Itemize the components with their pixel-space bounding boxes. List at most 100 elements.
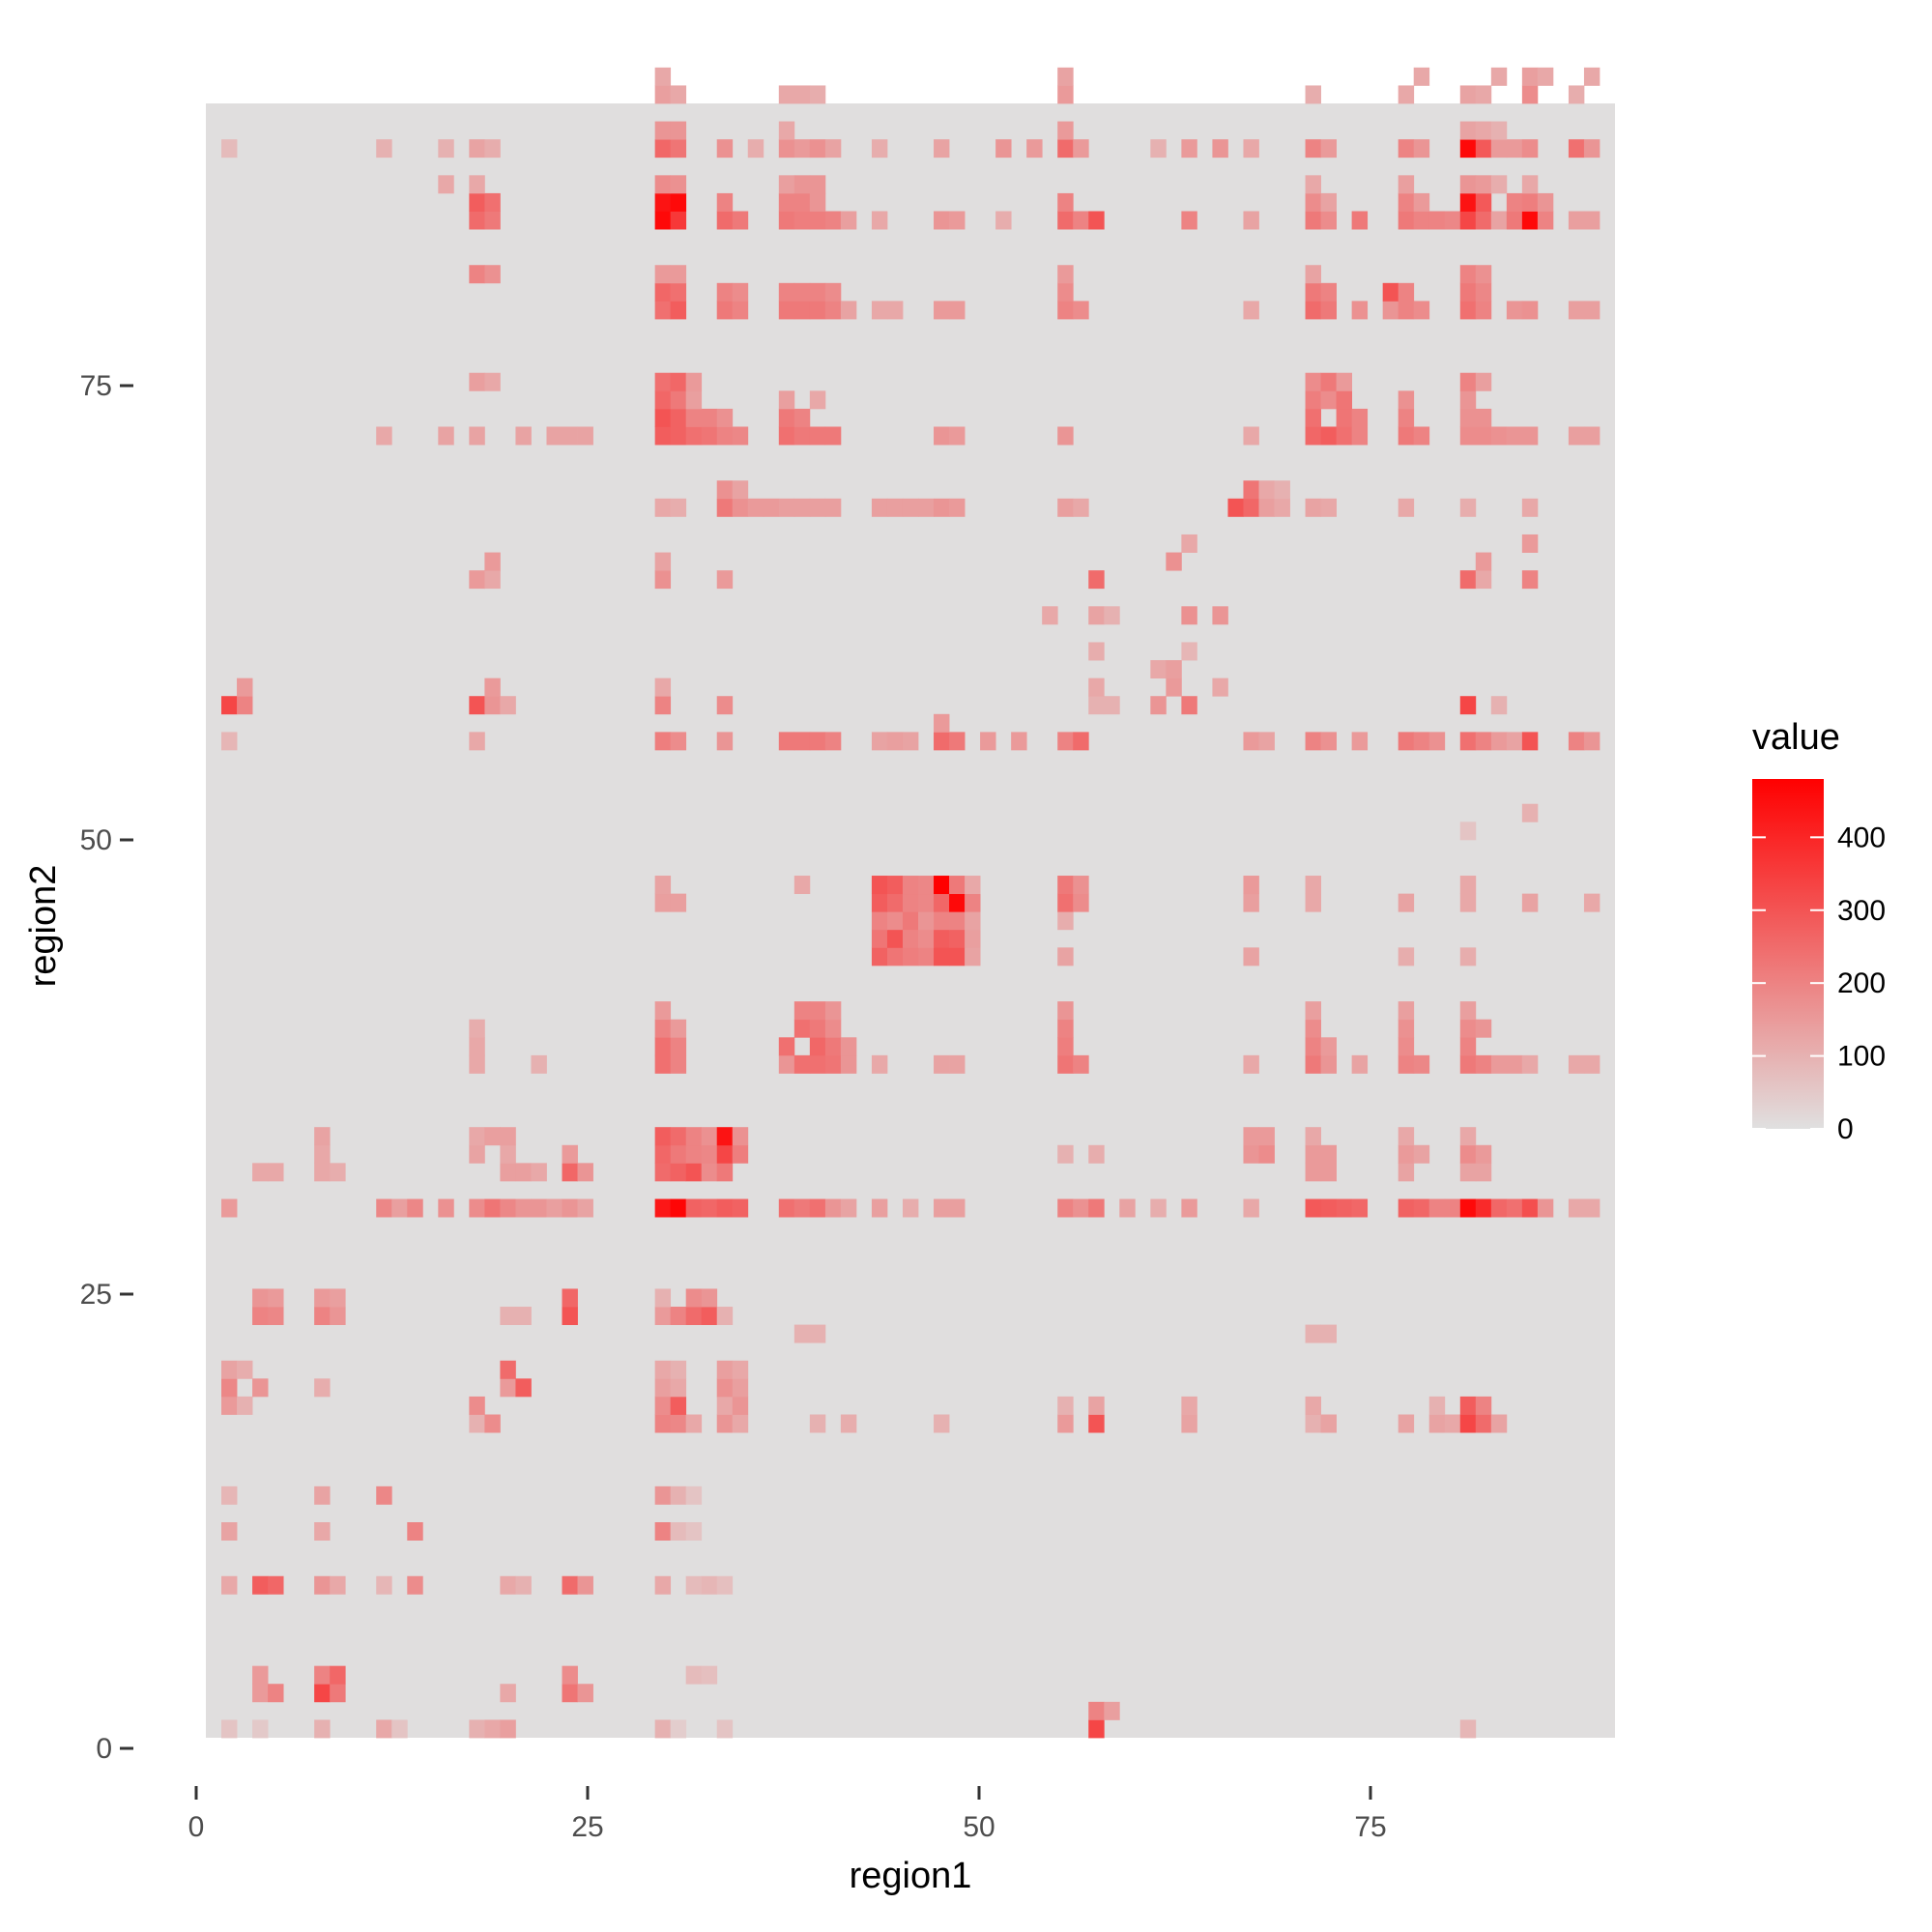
heatmap-cell (562, 1198, 578, 1218)
heatmap-cell (793, 1001, 811, 1021)
heatmap-cell (1413, 139, 1430, 159)
heatmap-cell (376, 1719, 392, 1739)
heatmap-cell (670, 408, 687, 427)
heatmap-cell (1305, 426, 1321, 446)
heatmap-cell (871, 139, 888, 159)
heatmap-cell (654, 1522, 672, 1541)
heatmap-cell (1537, 1198, 1554, 1218)
heatmap-cell (670, 1485, 687, 1505)
heatmap-cell (1521, 803, 1539, 822)
heatmap-cell (1320, 390, 1337, 410)
heatmap-cell (934, 732, 950, 751)
heatmap-cell (1088, 1414, 1105, 1433)
heatmap-cell (949, 893, 966, 912)
heatmap-cell (330, 1575, 346, 1595)
heatmap-cell (1459, 947, 1477, 966)
heatmap-cell (1026, 139, 1043, 159)
heatmap-cell (886, 301, 904, 320)
heatmap-cell (1243, 1198, 1259, 1218)
heatmap-cell (1428, 211, 1446, 230)
heatmap-cell (1428, 732, 1446, 751)
heatmap-cell (1413, 301, 1430, 320)
x-tick-label: 25 (571, 1811, 603, 1843)
heatmap-cell (716, 1307, 734, 1325)
heatmap-cell (1398, 498, 1415, 517)
heatmap-cell (778, 1037, 795, 1056)
legend-tick-label: 100 (1837, 1041, 1886, 1073)
heatmap-cell (314, 1485, 331, 1505)
heatmap-cell (778, 192, 795, 212)
heatmap-cell (809, 1019, 826, 1038)
heatmap-cell (654, 301, 672, 320)
heatmap-cell (886, 911, 904, 931)
heatmap-cell (1274, 498, 1290, 517)
heatmap-cell (1398, 1163, 1415, 1182)
heatmap-cell (654, 282, 672, 302)
heatmap-cell (778, 732, 795, 751)
heatmap-cell (778, 1198, 795, 1218)
heatmap-cell (1181, 696, 1197, 715)
heatmap-cell (716, 211, 734, 230)
heatmap-cell (1088, 1396, 1105, 1415)
heatmap-cell (1506, 139, 1523, 159)
heatmap-cell (670, 301, 687, 320)
heatmap-cell (314, 1307, 331, 1325)
heatmap-cell (809, 301, 826, 320)
heatmap-cell (1243, 480, 1259, 500)
heatmap-cell (1305, 1198, 1321, 1218)
heatmap-cell (778, 301, 795, 320)
heatmap-cell (237, 1396, 253, 1415)
heatmap-cell (1119, 1198, 1136, 1218)
heatmap-cell (1398, 282, 1415, 302)
heatmap-cell (500, 1719, 516, 1739)
heatmap-cell (809, 192, 826, 212)
heatmap-cell (221, 1396, 238, 1415)
heatmap-cell (654, 1414, 672, 1433)
heatmap-cell (1057, 947, 1074, 966)
heatmap-cell (1320, 1163, 1337, 1182)
heatmap-cell (670, 1360, 687, 1379)
heatmap-cell (1320, 211, 1337, 230)
heatmap-cell (1475, 1163, 1492, 1182)
heatmap-cell (1305, 1001, 1321, 1021)
heatmap-cell (1398, 301, 1415, 320)
heatmap-cell (1459, 301, 1477, 320)
heatmap-cell (1305, 1127, 1321, 1146)
legend-title: value (1752, 717, 1840, 758)
heatmap-cell (793, 139, 811, 159)
heatmap-cell (1413, 1054, 1430, 1074)
heatmap-cell (1320, 1414, 1337, 1433)
heatmap-cell (1305, 390, 1321, 410)
heatmap-cell (949, 732, 966, 751)
heatmap-cell (670, 1144, 687, 1164)
heatmap-cell (515, 1575, 532, 1595)
heatmap-cell (793, 732, 811, 751)
heatmap-cell (654, 893, 672, 912)
heatmap-cell (469, 426, 485, 446)
heatmap-cell (1088, 678, 1105, 697)
heatmap-cell (1398, 211, 1415, 230)
heatmap-cell (1398, 139, 1415, 159)
heatmap-cell (1490, 175, 1508, 194)
heatmap-cell (1490, 1198, 1508, 1218)
heatmap-cell (1459, 1198, 1477, 1218)
heatmap-cell (716, 139, 734, 159)
heatmap-cell (221, 139, 238, 159)
heatmap-cell (1305, 1324, 1321, 1343)
heatmap-cell (314, 1665, 331, 1685)
heatmap-cell (670, 1037, 687, 1056)
heatmap-cell (1475, 175, 1492, 194)
heatmap-cell (376, 1485, 392, 1505)
heatmap-cell (716, 1198, 734, 1218)
heatmap-cell (716, 1575, 734, 1595)
heatmap-cell (670, 1054, 687, 1074)
heatmap-cell (1459, 426, 1477, 446)
heatmap-cell (237, 1360, 253, 1379)
heatmap-cell (747, 139, 764, 159)
heatmap-cell (221, 696, 238, 715)
heatmap-cell (1305, 893, 1321, 912)
heatmap-cell (824, 282, 842, 302)
heatmap-cell (654, 1360, 672, 1379)
heatmap-cell (824, 498, 842, 517)
heatmap-cell (824, 1198, 842, 1218)
